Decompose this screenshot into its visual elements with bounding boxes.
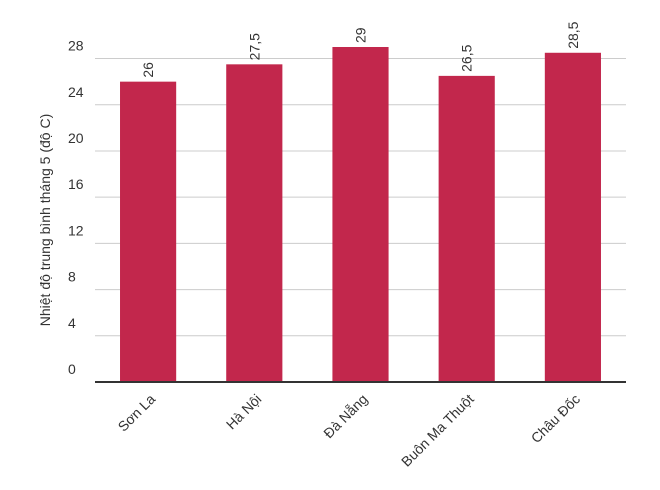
x-tick-label: Buôn Ma Thuột [398, 391, 477, 470]
bar [120, 81, 177, 382]
bar [226, 64, 283, 383]
data-label: 26,5 [459, 44, 475, 71]
y-tick-label: 24 [68, 84, 84, 100]
y-tick-label: 12 [68, 222, 84, 238]
y-tick-label: 8 [68, 269, 76, 285]
bar [332, 47, 389, 382]
data-label: 26 [140, 62, 156, 78]
y-tick-label: 20 [68, 130, 84, 146]
x-tick-label: Châu Đốc [528, 391, 583, 446]
y-axis-label: Nhiệt độ trung bình tháng 5 (độ C) [37, 114, 53, 326]
bar [438, 75, 495, 383]
x-tick-label: Đà Nẵng [320, 391, 370, 441]
x-tick-label: Hà Nội [223, 391, 265, 433]
data-label: 27,5 [246, 33, 262, 60]
y-tick-label: 4 [68, 315, 76, 331]
x-tick-label: Sơn La [115, 391, 159, 435]
bar [544, 52, 601, 382]
data-label: 28,5 [565, 21, 581, 48]
data-label: 29 [353, 27, 369, 43]
y-tick-label: 0 [68, 361, 76, 377]
y-tick-label: 28 [68, 38, 84, 54]
y-tick-label: 16 [68, 176, 84, 192]
